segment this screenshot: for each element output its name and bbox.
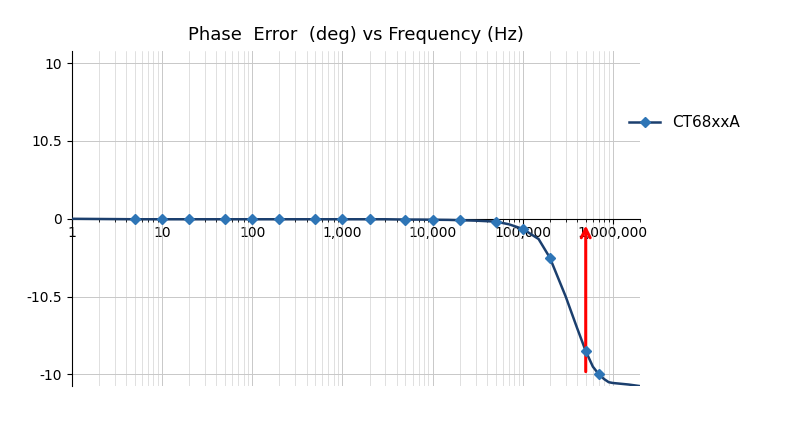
- Title: Phase  Error  (deg) vs Frequency (Hz): Phase Error (deg) vs Frequency (Hz): [188, 26, 524, 44]
- Legend: CT68xxA: CT68xxA: [623, 109, 746, 136]
